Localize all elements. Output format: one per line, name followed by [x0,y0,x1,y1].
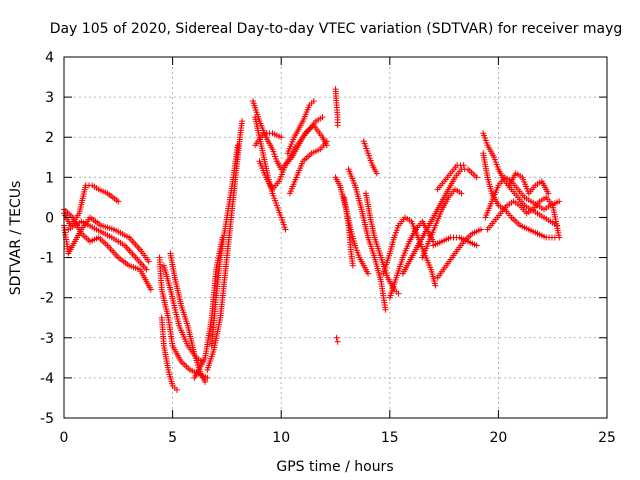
data-point-marker [432,282,439,289]
series-track-aa [399,166,480,277]
data-point-marker [333,334,340,341]
y-tick-label: -1 [40,251,54,267]
data-point-marker [460,162,467,169]
data-point-marker [545,190,552,197]
data-point-marker [147,286,154,293]
series-track-s [333,334,341,345]
data-point-marker [278,134,285,141]
series-track-m [252,114,289,233]
data-point-marker [473,242,480,249]
x-tick-label: 25 [598,430,616,446]
series-track-ad [434,226,485,281]
series-track-v [345,166,389,313]
y-tick-label: -5 [40,411,54,427]
data-points [61,86,563,393]
y-tick-label: 3 [45,90,54,106]
y-tick-label: -3 [40,331,54,347]
series-track-q [286,138,330,197]
data-point-marker [556,234,563,241]
series-track-ah [482,174,563,221]
y-tick-label: -2 [40,291,54,307]
data-point-marker [478,226,485,233]
series-track-u [341,194,356,269]
data-point-marker [145,258,152,265]
x-tick-label: 20 [489,430,507,446]
series-track-o [256,122,330,193]
y-tick-label: -4 [40,371,54,387]
data-point-marker [556,198,563,205]
data-point-marker [234,142,241,149]
data-point-marker [373,170,380,177]
series-track-t [332,174,372,277]
axis-ticks: -5 -4 -3 -2 -1 0 1 2 3 4 0 5 10 15 20 25 [40,50,616,446]
series-track-ac [430,234,480,249]
data-point-marker [115,198,122,205]
grid [64,57,607,418]
series-track-n [252,130,285,149]
chart-title: Day 105 of 2020, Sidereal Day-to-day VTE… [50,21,623,37]
series-track-k [191,234,226,381]
series-track-w [360,138,380,177]
plot-frame [63,56,608,419]
data-point-marker [219,234,226,241]
x-axis-label: GPS time / hours [276,459,393,475]
series-track-p [284,98,317,157]
y-tick-label: 0 [45,210,54,226]
series-track-a [61,182,122,229]
data-point-marker [202,378,209,385]
series-track-ae [434,162,467,193]
y-tick-label: 1 [45,170,54,186]
data-point-marker [143,266,150,273]
series-track-c [61,206,154,293]
data-point-marker [365,270,372,277]
data-point-marker [334,338,341,345]
series-track-h [160,262,207,365]
x-tick-label: 5 [168,430,177,446]
y-tick-label: 2 [45,130,54,146]
data-point-marker [319,114,326,121]
data-point-marker [382,306,389,313]
data-point-marker [310,98,317,105]
x-tick-label: 10 [272,430,290,446]
series-track-e [156,254,211,381]
series-track-r [332,86,341,129]
data-point-marker [458,190,465,197]
series-track-f [158,314,180,393]
series-track-af [480,130,561,229]
data-point-marker [173,386,180,393]
series-track-d [65,218,150,273]
series-track-ab [419,186,465,261]
data-point-marker [282,226,289,233]
series-track-ag [480,150,558,241]
data-point-marker [323,138,330,145]
y-axis-label: SDTVAR / TECUs [8,181,24,296]
data-point-marker [334,122,341,129]
data-point-marker [239,118,246,125]
y-tick-label: 4 [45,50,54,66]
series-track-aj [506,170,552,197]
x-tick-label: 15 [381,430,399,446]
data-point-marker [349,262,356,269]
x-tick-label: 0 [60,430,69,446]
data-point-marker [473,174,480,181]
series-track-ai [484,194,563,241]
data-point-marker [395,290,402,297]
